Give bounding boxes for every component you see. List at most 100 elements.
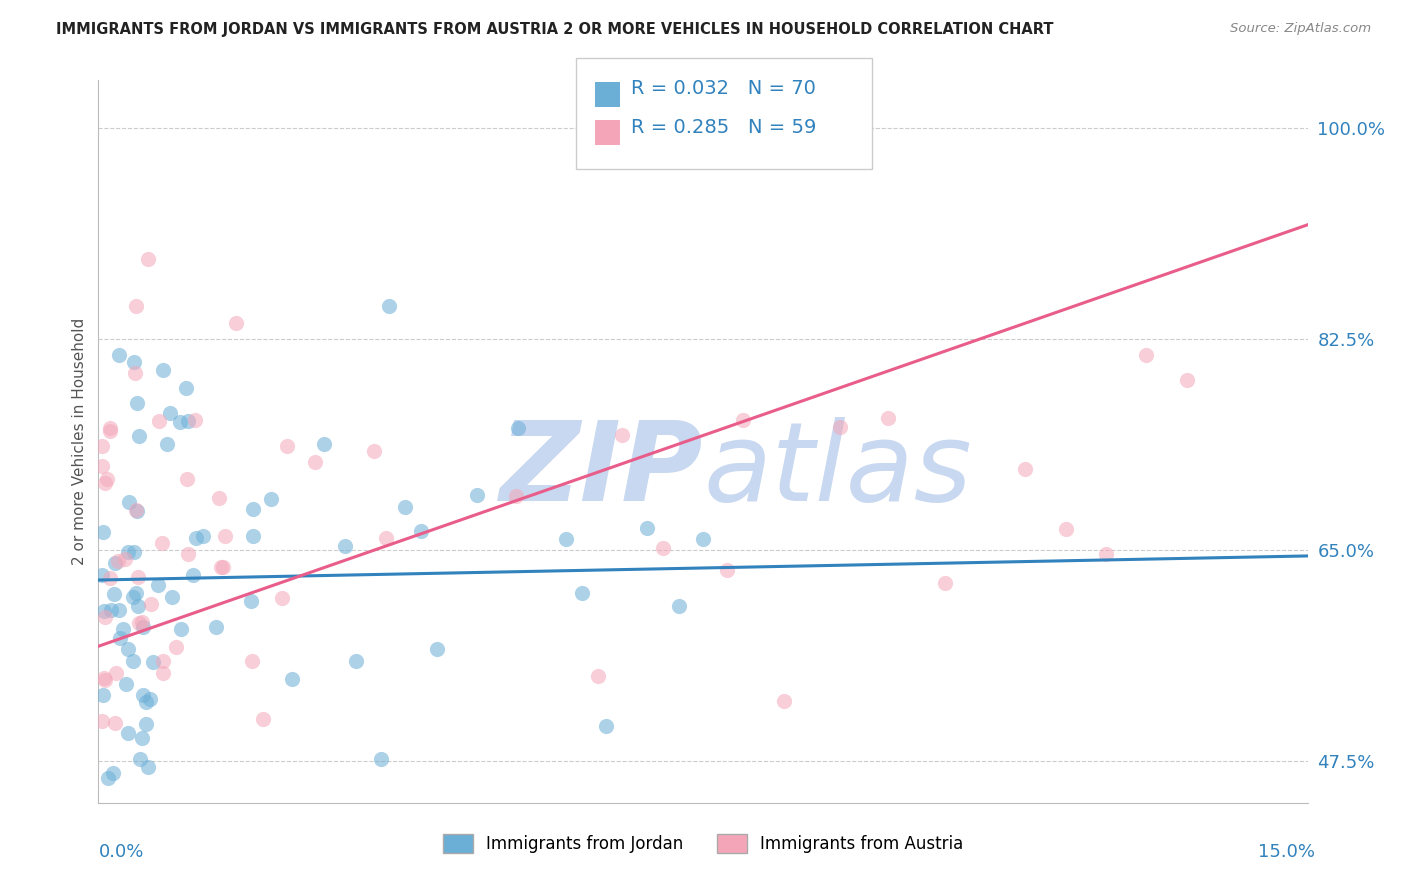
Immigrants from Austria bbox=[271, 591, 294, 605]
Immigrants from Austria bbox=[100, 421, 122, 435]
Immigrants from Austria bbox=[150, 536, 173, 550]
Immigrants from Jordan bbox=[127, 504, 149, 518]
Immigrants from Jordan bbox=[260, 492, 283, 507]
Immigrants from Jordan bbox=[122, 355, 145, 369]
Immigrants from Austria bbox=[1095, 547, 1118, 561]
Immigrants from Jordan bbox=[93, 604, 115, 618]
Immigrants from Austria bbox=[209, 559, 232, 574]
Immigrants from Austria bbox=[136, 252, 159, 266]
Immigrants from Austria bbox=[94, 673, 117, 687]
Immigrants from Austria bbox=[152, 654, 174, 668]
Immigrants from Austria bbox=[1014, 462, 1036, 476]
Immigrants from Jordan bbox=[115, 677, 138, 691]
Immigrants from Jordan bbox=[177, 414, 200, 428]
Text: 15.0%: 15.0% bbox=[1257, 843, 1315, 861]
Immigrants from Jordan bbox=[107, 602, 129, 616]
Immigrants from Austria bbox=[104, 665, 127, 680]
Immigrants from Jordan bbox=[142, 655, 165, 669]
Immigrants from Austria bbox=[94, 476, 117, 491]
Immigrants from Austria bbox=[1054, 522, 1077, 536]
Immigrants from Austria bbox=[1175, 373, 1198, 387]
Legend: Immigrants from Jordan, Immigrants from Austria: Immigrants from Jordan, Immigrants from … bbox=[436, 827, 970, 860]
Immigrants from Jordan bbox=[129, 752, 152, 766]
Immigrants from Austria bbox=[104, 715, 127, 730]
Immigrants from Jordan bbox=[117, 641, 139, 656]
Immigrants from Austria bbox=[505, 489, 527, 503]
Immigrants from Austria bbox=[165, 640, 187, 654]
Immigrants from Austria bbox=[828, 420, 851, 434]
Immigrants from Austria bbox=[93, 671, 115, 685]
Text: R = 0.032   N = 70: R = 0.032 N = 70 bbox=[631, 79, 815, 98]
Immigrants from Austria bbox=[91, 458, 114, 473]
Immigrants from Jordan bbox=[370, 752, 392, 766]
Immigrants from Austria bbox=[91, 714, 114, 728]
Immigrants from Austria bbox=[270, 814, 292, 828]
Immigrants from Austria bbox=[733, 412, 755, 426]
Immigrants from Jordan bbox=[156, 437, 179, 451]
Immigrants from Austria bbox=[176, 472, 198, 486]
Text: ZIP: ZIP bbox=[499, 417, 703, 524]
Text: Source: ZipAtlas.com: Source: ZipAtlas.com bbox=[1230, 22, 1371, 36]
Immigrants from Austria bbox=[124, 298, 146, 312]
Text: R = 0.285   N = 59: R = 0.285 N = 59 bbox=[631, 118, 817, 136]
Immigrants from Jordan bbox=[127, 599, 149, 613]
Immigrants from Jordan bbox=[193, 529, 215, 543]
Immigrants from Jordan bbox=[108, 347, 131, 361]
Immigrants from Jordan bbox=[122, 590, 145, 604]
Immigrants from Austria bbox=[208, 491, 231, 505]
Immigrants from Jordan bbox=[377, 299, 399, 313]
Immigrants from Jordan bbox=[118, 494, 141, 508]
Immigrants from Austria bbox=[91, 439, 114, 453]
Immigrants from Austria bbox=[242, 654, 264, 668]
Immigrants from Jordan bbox=[111, 623, 134, 637]
Immigrants from Jordan bbox=[100, 603, 122, 617]
Immigrants from Jordan bbox=[181, 568, 204, 582]
Immigrants from Jordan bbox=[184, 531, 207, 545]
Immigrants from Jordan bbox=[136, 760, 159, 774]
Immigrants from Austria bbox=[124, 366, 146, 380]
Immigrants from Austria bbox=[96, 472, 118, 486]
Immigrants from Jordan bbox=[91, 525, 114, 540]
Text: 0.0%: 0.0% bbox=[98, 843, 143, 861]
Immigrants from Austria bbox=[152, 666, 174, 681]
Immigrants from Austria bbox=[124, 502, 146, 516]
Immigrants from Jordan bbox=[169, 415, 191, 429]
Immigrants from Jordan bbox=[333, 539, 356, 553]
Immigrants from Jordan bbox=[174, 381, 197, 395]
Immigrants from Jordan bbox=[132, 688, 155, 702]
Immigrants from Jordan bbox=[97, 771, 120, 785]
Immigrants from Jordan bbox=[152, 363, 174, 377]
Immigrants from Austria bbox=[612, 427, 634, 442]
Immigrants from Jordan bbox=[128, 429, 150, 443]
Immigrants from Austria bbox=[375, 531, 398, 545]
Immigrants from Jordan bbox=[426, 642, 449, 657]
Immigrants from Jordan bbox=[204, 620, 226, 634]
Immigrants from Jordan bbox=[122, 545, 145, 559]
Immigrants from Austria bbox=[1135, 348, 1157, 362]
Immigrants from Jordan bbox=[409, 524, 432, 539]
Immigrants from Jordan bbox=[146, 578, 169, 592]
Immigrants from Austria bbox=[148, 414, 170, 428]
Immigrants from Jordan bbox=[555, 533, 578, 547]
Immigrants from Austria bbox=[94, 610, 117, 624]
Immigrants from Jordan bbox=[636, 521, 658, 535]
Immigrants from Austria bbox=[877, 411, 900, 425]
Immigrants from Austria bbox=[176, 547, 198, 561]
Immigrants from Jordan bbox=[117, 726, 139, 740]
Immigrants from Jordan bbox=[692, 533, 714, 547]
Immigrants from Jordan bbox=[465, 488, 488, 502]
Immigrants from Jordan bbox=[314, 436, 336, 450]
Immigrants from Jordan bbox=[103, 587, 125, 601]
Immigrants from Jordan bbox=[121, 654, 143, 668]
Immigrants from Jordan bbox=[117, 544, 139, 558]
Immigrants from Austria bbox=[212, 560, 235, 574]
Immigrants from Austria bbox=[651, 541, 673, 555]
Immigrants from Jordan bbox=[135, 695, 157, 709]
Immigrants from Jordan bbox=[138, 692, 160, 706]
Immigrants from Austria bbox=[586, 669, 609, 683]
Immigrants from Jordan bbox=[571, 586, 593, 600]
Immigrants from Jordan bbox=[170, 623, 193, 637]
Text: atlas: atlas bbox=[703, 417, 972, 524]
Immigrants from Austria bbox=[128, 615, 150, 630]
Text: IMMIGRANTS FROM JORDAN VS IMMIGRANTS FROM AUSTRIA 2 OR MORE VEHICLES IN HOUSEHOL: IMMIGRANTS FROM JORDAN VS IMMIGRANTS FRO… bbox=[56, 22, 1053, 37]
